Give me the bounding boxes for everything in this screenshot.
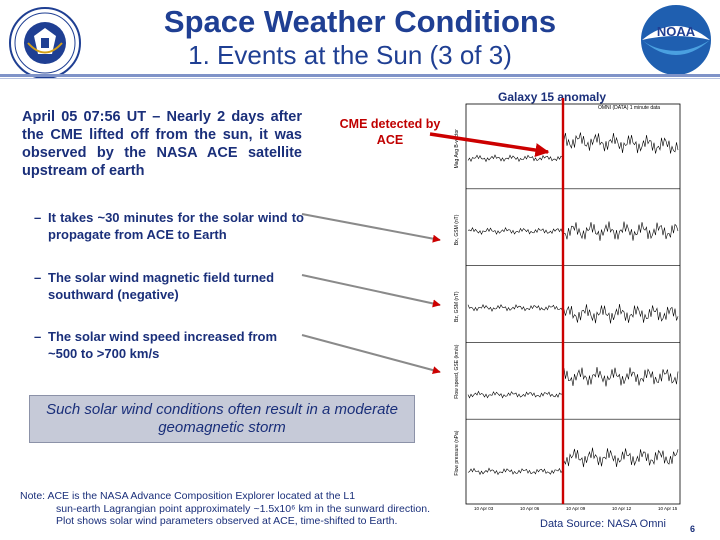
- speed-arrow: [301, 334, 441, 374]
- note-continuation: sun-earth Lagrangian point approximately…: [56, 502, 430, 528]
- panel-axis-label: Mag Avg B-vector: [454, 129, 460, 169]
- bullet-magnetic-field: – The solar wind magnetic field turned so…: [34, 269, 304, 303]
- propagation-arrow: [301, 213, 441, 243]
- x-tick-label: 10 Apr 12: [612, 506, 632, 511]
- x-tick-label: 10 Apr 06: [520, 506, 540, 511]
- cme-arrow: [429, 132, 550, 158]
- panel-trace: [467, 366, 679, 399]
- panel-trace: [467, 221, 679, 241]
- note-first-line: ACE is the NASA Advance Composition Expl…: [47, 490, 356, 502]
- commerce-seal-logo: [9, 7, 81, 79]
- bullet-marker: –: [34, 270, 42, 285]
- x-tick-label: 10 Apr 15: [658, 506, 678, 511]
- bullet-text: The solar wind speed increased from ~500…: [48, 329, 278, 361]
- panel-axis-label: Bx, GSM (nT): [454, 214, 460, 245]
- page-subtitle: 1. Events at the Sun (3 of 3): [188, 40, 512, 70]
- galaxy-15-anomaly-label: Galaxy 15 anomaly: [498, 90, 607, 104]
- cme-detected-label: CME detected by ACE: [339, 117, 441, 147]
- panel-trace: [467, 447, 679, 476]
- data-source-label: Data Source: NASA Omni: [540, 518, 666, 530]
- header-divider: [0, 74, 720, 77]
- bullet-propagation: – It takes ~30 minutes for the solar wind…: [34, 209, 304, 243]
- panel-axis-label: Flow speed, GSE (km/s): [454, 344, 460, 399]
- note-label: Note:: [20, 490, 46, 502]
- callout-text: Such solar wind conditions often result …: [46, 401, 398, 436]
- page-title: Space Weather Conditions: [163, 4, 557, 39]
- bullet-marker: –: [34, 210, 42, 225]
- panel-trace: [467, 303, 679, 324]
- panel-axis-label: Bz, GSM (nT): [454, 291, 460, 322]
- callout-box: [29, 395, 415, 443]
- bullet-wind-speed: – The solar wind speed increased from ~50…: [34, 328, 304, 362]
- plot-header-text: OMNI (DATA) 1 minute data: [598, 105, 660, 111]
- footnote: Note: ACE is the NASA Advance Compositio…: [20, 490, 430, 528]
- solar-wind-plot: OMNI (DATA) 1 minute data Mag Avg B-vect…: [454, 98, 681, 511]
- bullet-text: It takes ~30 minutes for the solar wind …: [48, 210, 304, 242]
- panel-trace: [467, 132, 679, 163]
- panel-axis-label: Flow pressure (nPa): [454, 430, 460, 475]
- x-tick-label: 10 Apr 03: [474, 506, 494, 511]
- noaa-logo-text: NOAA: [657, 24, 696, 39]
- bullet-text: The solar wind magnetic field turned sou…: [48, 270, 275, 302]
- bz-arrow: [301, 274, 441, 308]
- x-tick-label: 10 Apr 09: [566, 506, 586, 511]
- header-divider-thin: [0, 78, 720, 79]
- intro-paragraph: April 05 07:56 UT – Nearly 2 days after …: [22, 109, 302, 179]
- bullet-marker: –: [34, 329, 42, 344]
- page-number: 6: [690, 524, 696, 534]
